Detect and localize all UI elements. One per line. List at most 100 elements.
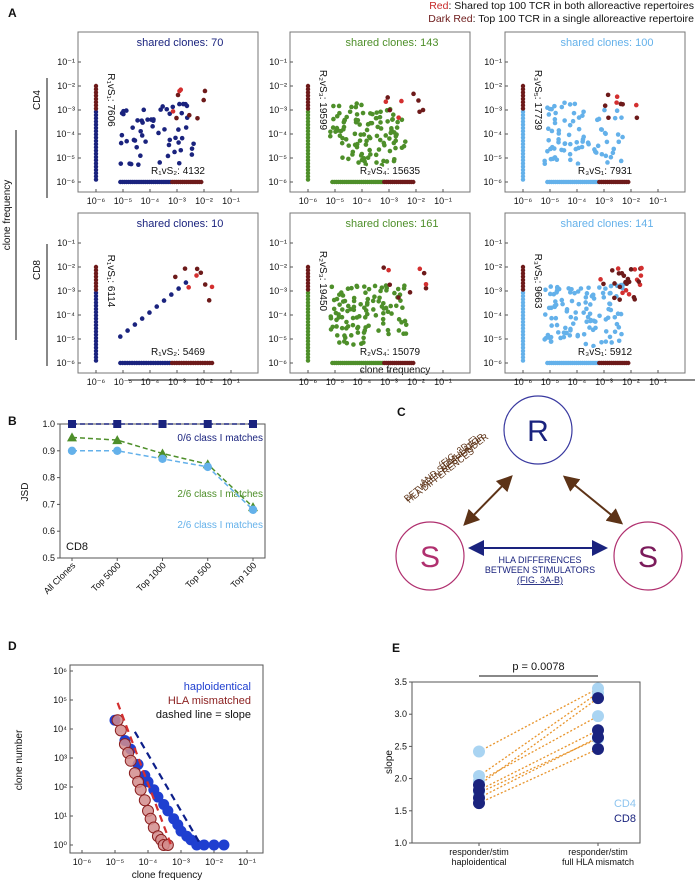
- shared-clone-point: [173, 135, 178, 141]
- top100-point: [639, 265, 644, 271]
- x-tick-label: 10⁻³: [380, 377, 398, 387]
- edge-point: [93, 287, 99, 292]
- shared-clone-point: [385, 309, 391, 315]
- panel-a-xlabel: clone frequency: [360, 365, 431, 376]
- shared-clone-point: [363, 142, 369, 147]
- edge-point: [93, 277, 99, 283]
- edge-point: [305, 329, 311, 334]
- top100-point: [194, 273, 199, 278]
- shared-clone-point: [612, 329, 618, 335]
- edge-point: [93, 271, 99, 276]
- y-tick-label: 0.6: [42, 526, 55, 536]
- y-tick-label: 10⁻⁴: [268, 129, 287, 139]
- shared-clone-point: [615, 132, 621, 137]
- shared-clone-point: [124, 138, 129, 144]
- edge-point: [93, 138, 99, 144]
- series-marker-circle: [203, 462, 212, 472]
- shared-clone-point: [139, 133, 145, 138]
- shared-clone-point: [327, 133, 333, 139]
- shared-clone-point: [334, 333, 340, 338]
- shared-clone-point: [563, 330, 569, 336]
- shared-clone-point: [176, 160, 182, 166]
- subplot-title: shared clones: 10: [137, 218, 224, 230]
- top100-point: [614, 94, 620, 100]
- shared-clone-point: [368, 152, 373, 157]
- shared-clone-point: [573, 310, 578, 315]
- x-tick-label: 10⁻²: [195, 196, 213, 206]
- shared-clone-point: [609, 340, 614, 345]
- x-tick-label: 10⁻⁴: [139, 857, 158, 867]
- row-label-cd4: CD4: [32, 90, 43, 110]
- edge-point: [305, 319, 311, 325]
- top100-point: [633, 102, 639, 108]
- shared-clone-point: [132, 138, 138, 143]
- shared-clone-point: [575, 161, 581, 166]
- y-tick-label: 10⁴: [53, 724, 67, 734]
- x-tick-label: 10⁻¹: [222, 196, 240, 206]
- top100-point: [186, 112, 192, 118]
- subplot-y-repertoire-label: R₃vS₅: 17739: [532, 70, 543, 131]
- edge-point: [305, 271, 311, 276]
- edge-point: [93, 345, 99, 350]
- edge-point: [305, 339, 311, 344]
- edge-point: [305, 277, 311, 283]
- x-tick-label: 10⁻⁵: [326, 196, 345, 206]
- edge-point: [520, 174, 526, 179]
- shared-clone-point: [552, 155, 558, 160]
- plot-frame: [69, 664, 264, 854]
- y-tick-label: 0.8: [42, 473, 55, 483]
- shared-clone-point: [388, 130, 394, 136]
- top100-point: [598, 277, 603, 282]
- y-tick-label: 10⁵: [53, 695, 67, 705]
- shared-clone-point: [619, 331, 624, 337]
- edge-point: [520, 138, 526, 144]
- x-tick-label: 10⁻²: [195, 377, 213, 387]
- shared-clone-point: [366, 286, 372, 292]
- edge-point: [305, 119, 311, 124]
- shared-clone-point: [377, 295, 382, 301]
- y-tick-label: 10⁻¹: [57, 238, 75, 248]
- x-tick-label: All Clones: [42, 560, 78, 596]
- edge-point: [305, 274, 311, 279]
- edge-point: [305, 355, 311, 360]
- y-tick-label: 10⁻⁴: [56, 310, 75, 320]
- edge-point: [93, 93, 99, 98]
- series-marker-square: [249, 420, 257, 428]
- y-tick-label: 10¹: [54, 811, 67, 821]
- shared-clone-point: [357, 138, 363, 143]
- edge-point: [520, 158, 526, 163]
- edge-point: [520, 170, 526, 176]
- shared-clone-point: [361, 155, 367, 161]
- shared-clone-point: [603, 286, 608, 291]
- panel-e-slope-chart: slope1.01.52.02.53.03.5responder/stimhap…: [384, 661, 641, 867]
- shared-clone-point: [603, 329, 609, 334]
- y-tick-label: 0.5: [42, 553, 55, 563]
- shared-clone-point: [372, 294, 377, 300]
- edge-point: [520, 300, 526, 305]
- subplot-y-repertoire-label: R₁vS₁: 6114: [105, 255, 116, 308]
- hla-mismatched-point: [111, 714, 124, 727]
- edge-point: [305, 128, 311, 134]
- shared-clone-point: [587, 325, 592, 330]
- pair-connector: [478, 748, 599, 804]
- shared-clone-point: [377, 114, 383, 120]
- shared-clone-point: [552, 103, 557, 109]
- panel-label-c: C: [397, 405, 406, 419]
- shared-clone-point: [374, 133, 380, 139]
- x-category-label: full HLA mismatch: [562, 857, 634, 867]
- shared-clone-point: [608, 154, 614, 160]
- y-tick-label: 1.0: [394, 838, 407, 848]
- edge-point: [93, 170, 99, 176]
- x-tick-label: 10⁻³: [168, 196, 186, 206]
- shared-clone-point: [393, 303, 399, 309]
- top100-point: [411, 91, 416, 97]
- shared-clone-point: [170, 104, 176, 110]
- shared-clone-point: [347, 109, 353, 115]
- shared-clone-point: [593, 149, 598, 155]
- shared-clone-point: [618, 158, 624, 164]
- shared-clone-point: [334, 113, 340, 119]
- y-tick-label: 10⁻³: [269, 105, 287, 115]
- top100-point: [201, 97, 206, 103]
- edge-point: [93, 322, 99, 328]
